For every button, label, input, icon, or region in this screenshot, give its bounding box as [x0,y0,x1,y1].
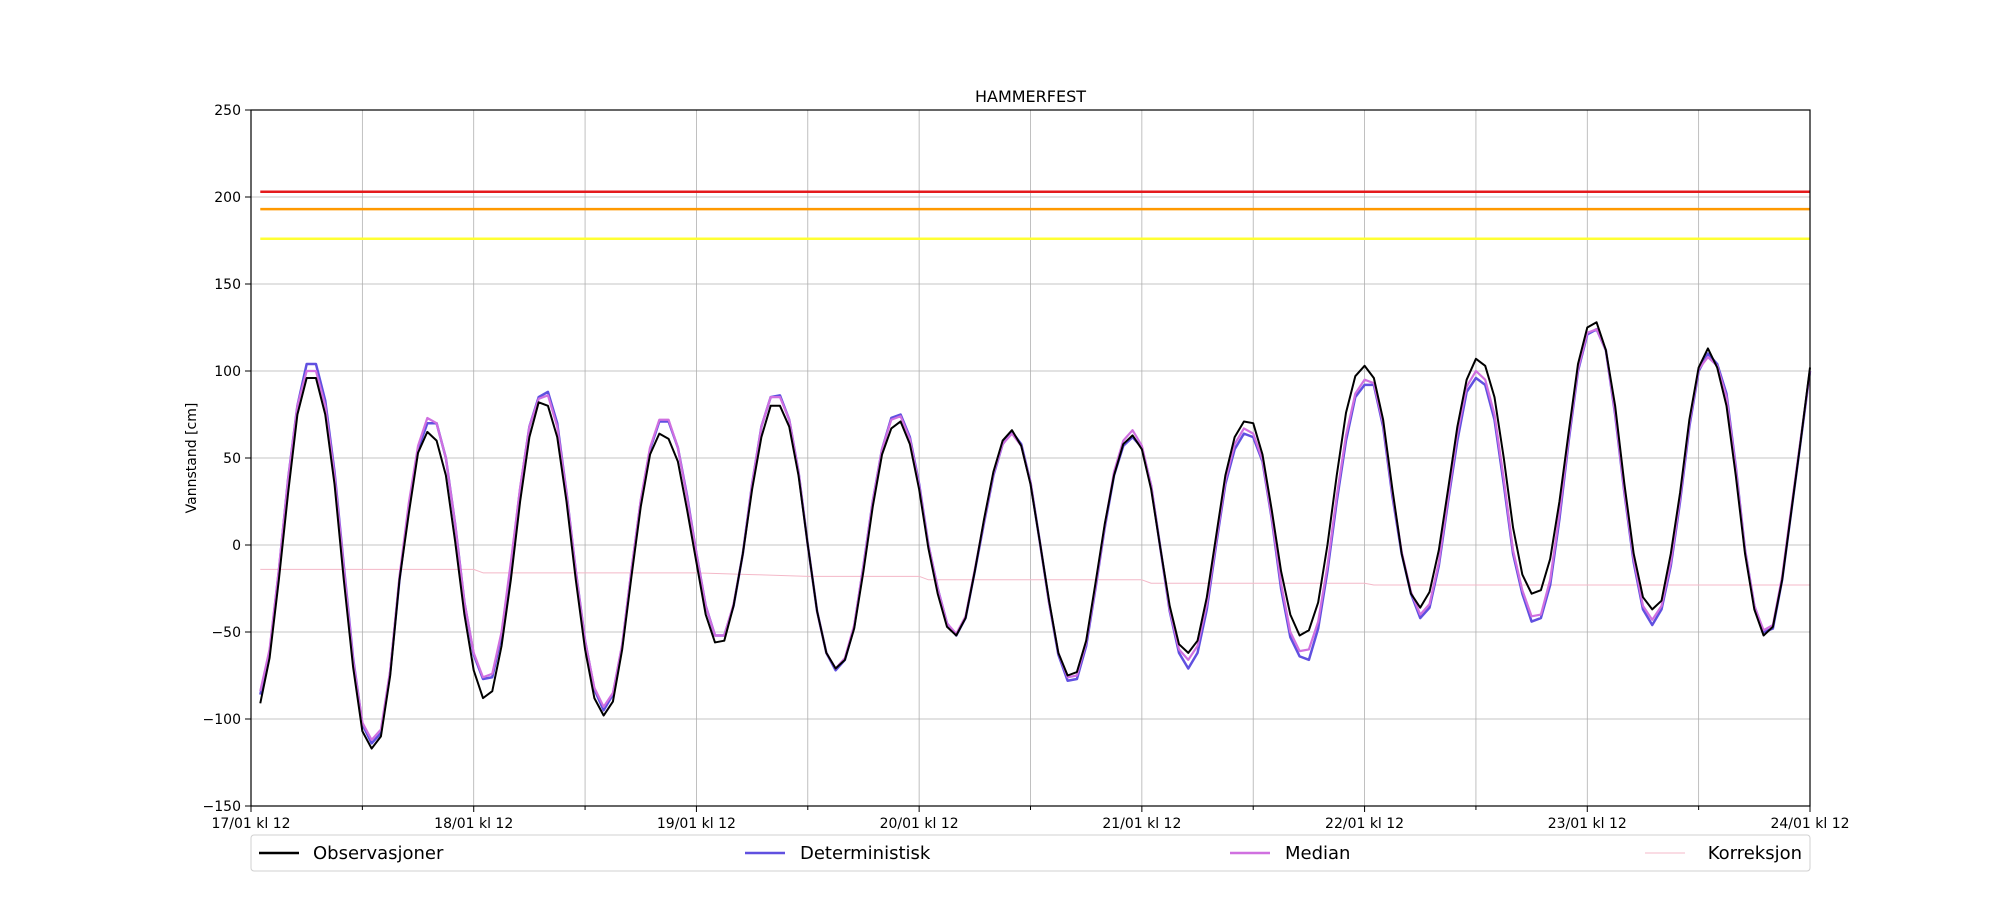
y-tick-label: −150 [203,799,241,815]
y-tick-label: 100 [214,364,241,380]
x-tick-label: 22/01 kl 12 [1325,816,1404,832]
legend-label-deterministisk: Deterministisk [800,843,931,864]
y-tick-label: 150 [214,277,241,293]
chart-title: HAMMERFEST [975,87,1086,106]
x-tick-label: 18/01 kl 12 [434,816,513,832]
legend-label-korreksjon: Korreksjon [1708,843,1802,864]
series-line-observasjoner [259,321,1811,750]
y-tick-label: 50 [223,451,241,467]
y-axis-ticks: −150 −100 −50 0 50 100 150 200 250 [203,103,251,815]
x-tick-label: 21/01 kl 12 [1102,816,1181,832]
x-tick-label: 20/01 kl 12 [880,816,959,832]
y-tick-label: 200 [214,190,241,206]
x-tick-label: 24/01 kl 12 [1770,816,1849,832]
x-axis-ticks: 17/01 kl 12 18/01 kl 12 19/01 kl 12 20/01 k… [211,806,1850,832]
y-tick-label: −50 [211,625,241,641]
series-lines [259,321,1812,750]
x-tick-label: 23/01 kl 12 [1548,816,1627,832]
y-tick-label: 0 [232,538,241,554]
x-tick-label: 17/01 kl 12 [211,816,290,832]
legend: Observasjoner Deterministisk Median Korreks… [250,834,1811,872]
threshold-lines [260,190,1810,241]
legend-label-observasjoner: Observasjoner [313,843,444,864]
x-tick-label: 19/01 kl 12 [657,816,736,832]
y-tick-label: 250 [214,103,241,119]
legend-label-median: Median [1285,843,1350,864]
y-tick-label: −100 [203,712,241,728]
legend-box [250,834,1811,872]
y-axis-label: Vannstand [cm] [184,403,200,514]
series-line-korreksjon [260,568,1810,586]
